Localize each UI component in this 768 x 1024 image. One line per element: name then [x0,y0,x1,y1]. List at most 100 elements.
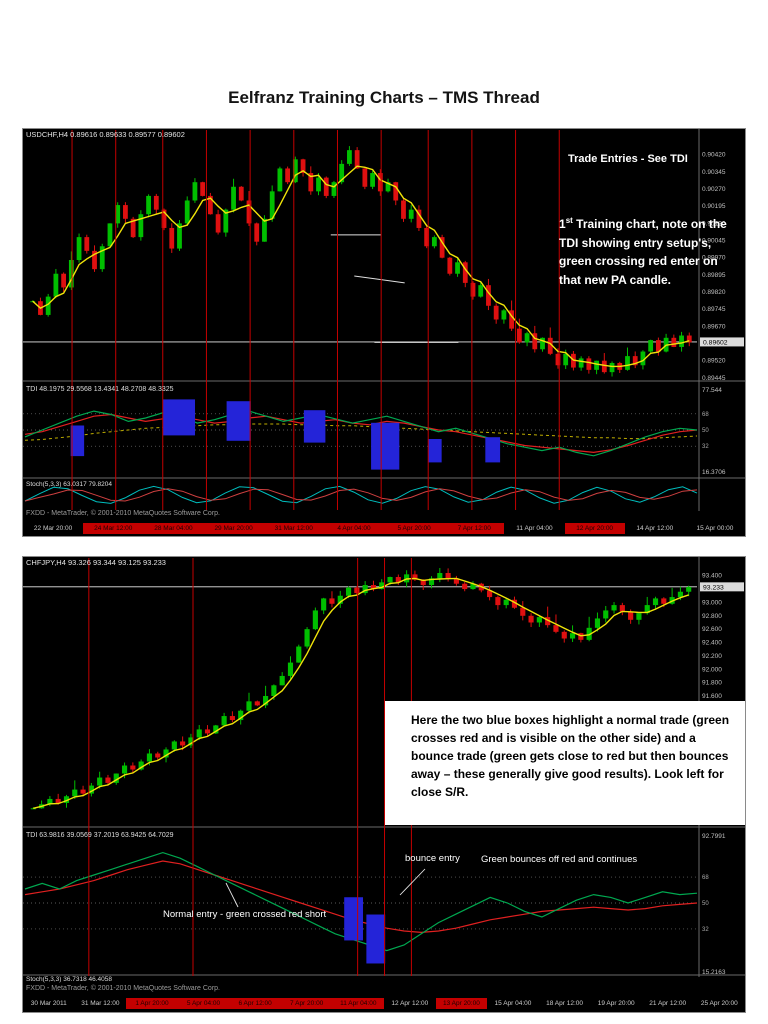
note-number: 1 [559,217,566,231]
price-axis-tick: 0.89745 [702,306,726,313]
price-axis-tick: 92.000 [702,666,722,673]
timeline-label: 19 Apr 20:00 [597,999,635,1007]
price-axis-tick: 0.90195 [702,203,726,210]
highlight-box [162,399,196,436]
tdi-axis-tick: 32 [702,444,709,450]
current-price-tag [700,582,744,592]
chart-header-chfjpy: CHFJPY,H4 93.326 93.344 93.125 93.233 [26,558,166,567]
timeline-label: 31 Mar 12:00 [81,999,120,1007]
timeline-label: 15 Apr 04:00 [494,999,532,1007]
tdi-min-label: 15.2163 [702,969,726,976]
timeline-label: 21 Apr 12:00 [649,999,687,1007]
highlight-box [371,422,400,470]
stoch-indicator-label: Stoch(5,3,3) 63.0317 79.8204 [26,481,113,488]
tdi-green-line [24,851,698,952]
tdi-green-line [24,410,698,457]
timeline-label: 7 Apr 20:00 [280,997,333,1009]
training-note: 1st Training chart, note on the TDI show… [559,215,739,289]
tdi-indicator-label: TDI 48.1975 29.5568 13.4341 48.2708 48.3… [26,386,174,393]
annotation-pointer [225,882,239,908]
stoch-indicator-label: Stoch(5,3,3) 36.7318 46.4058 [26,976,113,983]
price-axis-tick: 91.800 [702,680,722,687]
price-axis-tick: 0.90120 [702,220,726,227]
price-axis-tick: 93.400 [702,573,722,580]
price-axis-tick: 0.90045 [702,238,726,245]
price-axis-tick: 92.200 [702,653,722,660]
highlight-box [428,439,442,463]
timeline-label: 12 Apr 12:00 [391,999,429,1007]
current-price-tag-text: 0.89602 [703,340,728,347]
timeline-label: 28 Mar 04:00 [143,522,204,534]
timeline-label: 30 Mar 2011 [30,999,67,1007]
current-price-tag-text: 93.233 [703,585,724,592]
usdchf-chart-image: 0.90420 0.90345 0.90270 0.90195 0.90120 0.900… [22,128,746,537]
highlight-box [303,410,326,443]
page-title: Eelfranz Training Charts – TMS Thread [228,88,540,107]
green-bounces-annotation: Green bounces off red and continues [481,854,638,865]
normal-entry-annotation: Normal entry - green crossed red short [163,909,327,920]
time-axis: 22 Mar 20:00 24 Mar 12:00 28 Mar 04:00 29 M… [23,520,745,536]
ma-line [32,165,690,368]
candles-group [30,146,692,377]
current-price-tag [700,337,744,347]
price-axis-tick: 0.89520 [702,358,726,365]
tdi-max-label: 92.7991 [702,833,726,840]
timeline-label: 24 Mar 12:00 [83,522,144,534]
tdi-axis-tick: 32 [702,927,709,933]
tdi-market-base-line [24,423,698,441]
platform-copyright: FXDD - MetaTrader, © 2001-2010 MetaQuote… [26,510,220,517]
timeline-label: 12 Apr 20:00 [564,522,625,534]
stoch-main-line [24,485,698,504]
bounce-entry-annotation: bounce entry [405,853,460,864]
timeline-label: 31 Mar 12:00 [263,522,324,534]
note-text: Training chart, note on the TDI showing … [559,217,727,287]
price-axis-tick: 0.89970 [702,255,726,262]
timeline-label: 11 Apr 04:00 [516,524,553,532]
price-axis-tick: 0.90270 [702,186,726,193]
timeline-label: 11 Apr 04:00 [332,997,385,1009]
blue-boxes-explanation-note: Here the two blue boxes highlight a norm… [385,701,745,825]
timeline-label: 5 Apr 04:00 [177,997,230,1009]
price-axis-tick: 93.000 [702,599,722,606]
timeline-label: 4 Apr 04:00 [323,522,385,534]
timeline-label: 18 Apr 12:00 [546,999,583,1007]
usdchf-price-tdi-canvas: 0.90420 0.90345 0.90270 0.90195 0.90120 0.900… [23,129,745,511]
timeline-label: 14 Apr 12:00 [636,524,674,532]
time-axis: 30 Mar 2011 31 Mar 12:00 1 Apr 20:00 5 Apr … [23,995,745,1011]
timeline-label: 6 Apr 12:00 [229,997,281,1009]
price-axis-tick: 92.800 [702,613,722,620]
timeline-label: 7 Apr 12:00 [444,522,505,534]
timeline-label: 1 Apr 20:00 [126,997,178,1009]
price-axis-tick: 91.600 [702,693,722,700]
ma-line [33,577,689,809]
tdi-max-label: 77.544 [702,387,722,394]
timeline-label: 15 Apr 00:00 [696,524,734,532]
price-axis-tick: 0.89670 [702,323,726,330]
stoch-signal-line [24,488,698,502]
note-ordinal: st [565,216,573,225]
chart-header-usdchf: USDCHF,H4 0.89616 0.89633 0.89577 0.8960… [26,130,185,139]
highlight-box [70,425,85,457]
highlight-box [344,897,364,941]
chfjpy-price-tdi-canvas: 93.40093.20093.00092.80092.60092.40092.2… [23,557,745,977]
highlight-box [226,401,251,441]
tdi-indicator-label: TDI 63.9816 39.0569 37.2019 63.9425 64.7… [26,832,174,839]
trendline [354,275,405,284]
price-axis-tick: 0.89895 [702,272,726,279]
price-axis-tick: 0.89820 [702,289,726,296]
timeline-label: 5 Apr 20:00 [384,522,445,534]
price-axis-tick: 0.90420 [702,152,726,159]
tdi-axis-tick: 50 [702,901,709,907]
tdi-axis-tick: 68 [702,412,709,418]
price-axis-tick: 92.400 [702,640,722,647]
price-axis-tick: 92.600 [702,626,722,633]
candles-group [30,568,692,810]
timeline-label: 13 Apr 20:00 [435,997,488,1009]
timeline-label: 22 Mar 20:00 [33,524,73,532]
price-axis-tick: 0.90345 [702,169,726,176]
platform-copyright: FXDD - MetaTrader, © 2001-2010 MetaQuote… [26,985,220,992]
tdi-axis-tick: 68 [702,875,709,881]
tdi-min-label: 16.3706 [702,469,726,476]
timeline-label: 25 Apr 20:00 [700,999,738,1007]
